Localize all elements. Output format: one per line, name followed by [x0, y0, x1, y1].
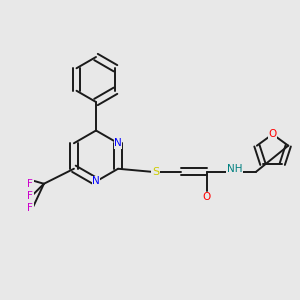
Text: F: F — [28, 191, 33, 201]
Text: F: F — [28, 203, 33, 213]
Text: N: N — [114, 138, 122, 148]
Text: O: O — [202, 192, 211, 202]
Text: N: N — [92, 176, 100, 187]
Text: O: O — [268, 129, 277, 139]
Text: F: F — [28, 179, 33, 189]
Text: NH: NH — [227, 164, 242, 174]
Text: S: S — [152, 167, 159, 177]
